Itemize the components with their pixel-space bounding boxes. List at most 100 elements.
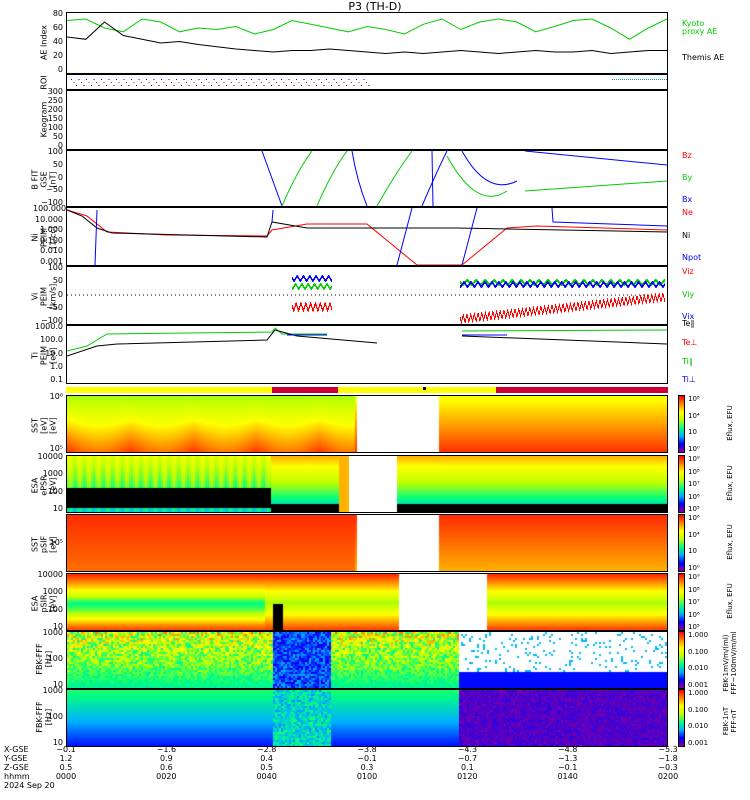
roi-dot — [638, 79, 639, 80]
velocity-point — [303, 308, 304, 312]
velocity-point — [542, 311, 543, 315]
velocity-point — [556, 279, 557, 282]
velocity-point — [611, 282, 612, 285]
velocity-point — [642, 285, 643, 288]
roi-dot — [309, 85, 310, 86]
velocity-point — [301, 283, 302, 286]
velocity-point — [498, 281, 499, 284]
velocity-point — [558, 306, 559, 310]
velocity-point — [523, 311, 524, 315]
velocity-point — [311, 287, 312, 290]
velocity-point — [464, 281, 465, 284]
velocity-point — [476, 282, 477, 285]
velocity-point — [535, 312, 536, 316]
roi-dot — [276, 82, 277, 83]
velocity-point — [544, 285, 545, 288]
x-row-label: hhmm — [4, 772, 30, 781]
y-tick-label: −50 — [33, 303, 63, 312]
roi-dot — [134, 82, 135, 83]
roi-dot — [239, 82, 240, 83]
velocity-point — [550, 281, 551, 284]
velocity-point — [573, 284, 574, 287]
velocity-point — [317, 277, 318, 280]
roi-dot — [96, 82, 97, 83]
velocity-point — [549, 283, 550, 286]
bfit-curve — [525, 181, 667, 191]
roi-dot — [628, 79, 629, 80]
velocity-point — [494, 316, 495, 320]
velocity-point — [467, 279, 468, 282]
velocity-point — [327, 283, 328, 286]
velocity-point — [553, 310, 554, 314]
colorbar-tick: 0.010 — [688, 664, 708, 672]
velocity-point — [577, 302, 578, 306]
roi-dot — [329, 82, 330, 83]
roi-dot — [344, 82, 345, 83]
x-row-label: Y-GSE — [4, 754, 27, 763]
velocity-point — [558, 285, 559, 288]
velocity-point — [478, 281, 479, 284]
velocity-point — [478, 313, 479, 317]
velocity-point — [307, 283, 308, 286]
velocity-point — [503, 310, 504, 314]
velocity-point — [618, 297, 619, 301]
velocity-point — [312, 279, 313, 282]
velocity-point — [611, 298, 612, 302]
velocity-point — [644, 282, 645, 285]
y-tick-label: 10⁶ — [33, 392, 63, 401]
velocity-point — [473, 282, 474, 285]
velocity-point — [526, 308, 527, 312]
velocity-point — [636, 280, 637, 283]
velocity-point — [657, 280, 658, 283]
velocity-point — [465, 319, 466, 323]
velocity-point — [321, 284, 322, 287]
colorbar — [678, 395, 685, 453]
velocity-point — [638, 300, 639, 304]
velocity-point — [629, 296, 630, 300]
roi-dot — [618, 79, 619, 80]
y-tick-label: 150 — [33, 114, 63, 123]
velocity-point — [492, 311, 493, 315]
velocity-point — [549, 280, 550, 283]
velocity-point — [606, 285, 607, 288]
velocity-point — [323, 287, 324, 290]
roi-dot — [154, 79, 155, 80]
colorbar-tick: 0.001 — [688, 681, 708, 689]
roi-dot — [164, 82, 165, 83]
velocity-point — [320, 302, 321, 306]
colorbar-tick: 1.000 — [688, 631, 708, 639]
velocity-point — [582, 281, 583, 284]
velocity-point — [309, 284, 310, 287]
velocity-point — [640, 295, 641, 299]
velocity-point — [293, 279, 294, 282]
velocity-point — [493, 283, 494, 286]
velocity-point — [554, 281, 555, 284]
roi-dot — [181, 85, 182, 86]
roi-dot — [642, 79, 643, 80]
velocity-point — [495, 314, 496, 318]
velocity-point — [517, 312, 518, 316]
velocity-point — [505, 315, 506, 319]
roi-dot — [246, 82, 247, 83]
velocity-point — [574, 282, 575, 285]
velocity-point — [474, 313, 475, 317]
legend-entry: Npot — [682, 254, 701, 262]
roi-dot — [271, 85, 272, 86]
x-tick-value: −5.3 — [648, 745, 688, 754]
velocity-point — [635, 285, 636, 288]
roi-dot — [129, 85, 130, 86]
roi-dot — [126, 82, 127, 83]
velocity-point — [600, 300, 601, 304]
velocity-point — [532, 282, 533, 285]
colorbar — [678, 631, 685, 689]
roi-dot — [326, 79, 327, 80]
velocity-point — [460, 285, 461, 288]
roi-dot — [89, 82, 90, 83]
velocity-point — [468, 280, 469, 283]
velocity-point — [325, 302, 326, 306]
velocity-point — [471, 315, 472, 319]
temp-ti-par — [67, 328, 327, 351]
velocity-point — [495, 285, 496, 288]
bfit-curve — [282, 151, 312, 206]
velocity-point — [486, 315, 487, 319]
